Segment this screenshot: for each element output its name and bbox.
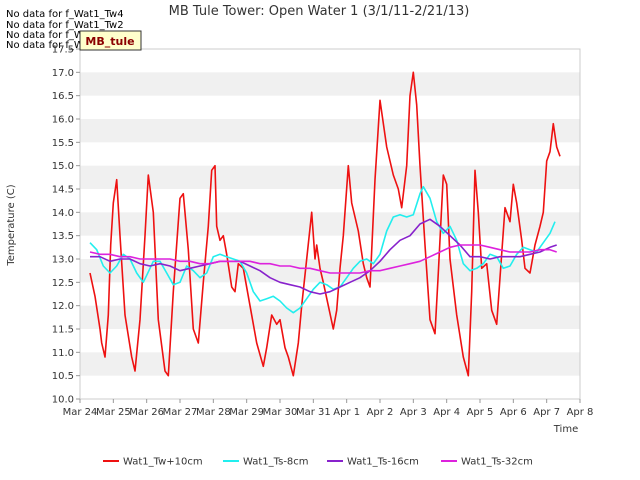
no-data-message: No data for f_Wat1_Tw2	[6, 20, 124, 31]
y-tick-label: 17.5	[52, 45, 74, 56]
y-tick-label: 11.0	[52, 348, 74, 359]
y-tick-label: 16.0	[52, 115, 74, 126]
grid-band	[80, 212, 580, 236]
series-group	[89, 71, 561, 377]
grid-band	[80, 119, 580, 143]
y-tick-label: 15.0	[52, 161, 74, 172]
x-tick-label: Apr 5	[467, 407, 494, 418]
y-tick-label: 10.0	[52, 395, 74, 406]
chart-bands	[80, 72, 580, 376]
legend-label: Wat1_Ts-32cm	[461, 457, 533, 468]
y-tick-label: 13.0	[52, 255, 74, 266]
site-badge-box	[79, 30, 142, 51]
x-tick-label: Mar 24	[63, 407, 98, 418]
x-tick-label: Mar 30	[263, 407, 298, 418]
y-tick-label: 14.0	[52, 208, 74, 219]
x-tick-label: Apr 1	[333, 407, 360, 418]
chart-title: MB Tule Tower: Open Water 1 (3/1/11-2/21…	[169, 4, 470, 19]
x-tick-label: Mar 28	[196, 407, 231, 418]
x-tick-label: Mar 29	[229, 407, 264, 418]
y-tick-label: 16.5	[52, 91, 74, 102]
y-tick-label: 17.0	[52, 68, 74, 79]
x-tick-label: Apr 2	[367, 407, 394, 418]
no-data-message: No data for f_Wat1_Tw4	[6, 9, 124, 20]
series-line-wat1-tw-10cm	[89, 71, 561, 377]
x-tick-label: Mar 27	[163, 407, 198, 418]
no-data-message: No data for f_Wat1_Tw	[6, 40, 118, 51]
y-tick-label: 10.5	[52, 371, 74, 382]
no-data-message: No data for f_Wat1_Ts2	[6, 30, 121, 41]
plot-frame	[79, 48, 581, 400]
x-tick-label: Apr 6	[500, 407, 527, 418]
series-line-wat1-ts-16cm	[90, 218, 557, 295]
x-tick-label: Apr 8	[567, 407, 594, 418]
y-tick-label: 12.5	[52, 278, 74, 289]
y-tick-label: 11.5	[52, 325, 74, 336]
x-tick-label: Mar 26	[129, 407, 164, 418]
grid-band	[80, 72, 580, 96]
legend-label: Wat1_Ts-8cm	[243, 457, 309, 468]
x-tick-label: Apr 4	[433, 407, 460, 418]
legend-label: Wat1_Tw+10cm	[123, 457, 203, 468]
x-axis-label: Time	[553, 424, 578, 435]
x-tick-label: Mar 25	[96, 407, 131, 418]
site-badge: MB_tule	[79, 30, 142, 51]
y-tick-label: 14.5	[52, 185, 74, 196]
grid-band	[80, 165, 580, 189]
y-axis-label: Temperature (C)	[6, 184, 17, 266]
legend-label: Wat1_Ts-16cm	[347, 457, 419, 468]
series-line-wat1-ts-8cm	[89, 185, 556, 314]
x-tick-label: Apr 3	[400, 407, 427, 418]
site-badge-label: MB_tule	[85, 35, 134, 48]
series-line-wat1-ts-32cm	[89, 244, 557, 274]
y-tick-label: 13.5	[52, 231, 74, 242]
y-axis: 10.0 10.5 11.0 11.5 12.0 12.5 13.0 13.5 14.0 14.5…	[52, 45, 80, 406]
x-tick-label: Apr 7	[533, 407, 560, 418]
y-tick-label: 15.5	[52, 138, 74, 149]
y-tick-label: 12.0	[52, 301, 74, 312]
grid-band	[80, 352, 580, 376]
legend: Wat1_Tw+10cm Wat1_Ts-8cm Wat1_Ts-16cm Wat1_…	[103, 457, 533, 468]
x-tick-label: Mar 31	[296, 407, 331, 418]
